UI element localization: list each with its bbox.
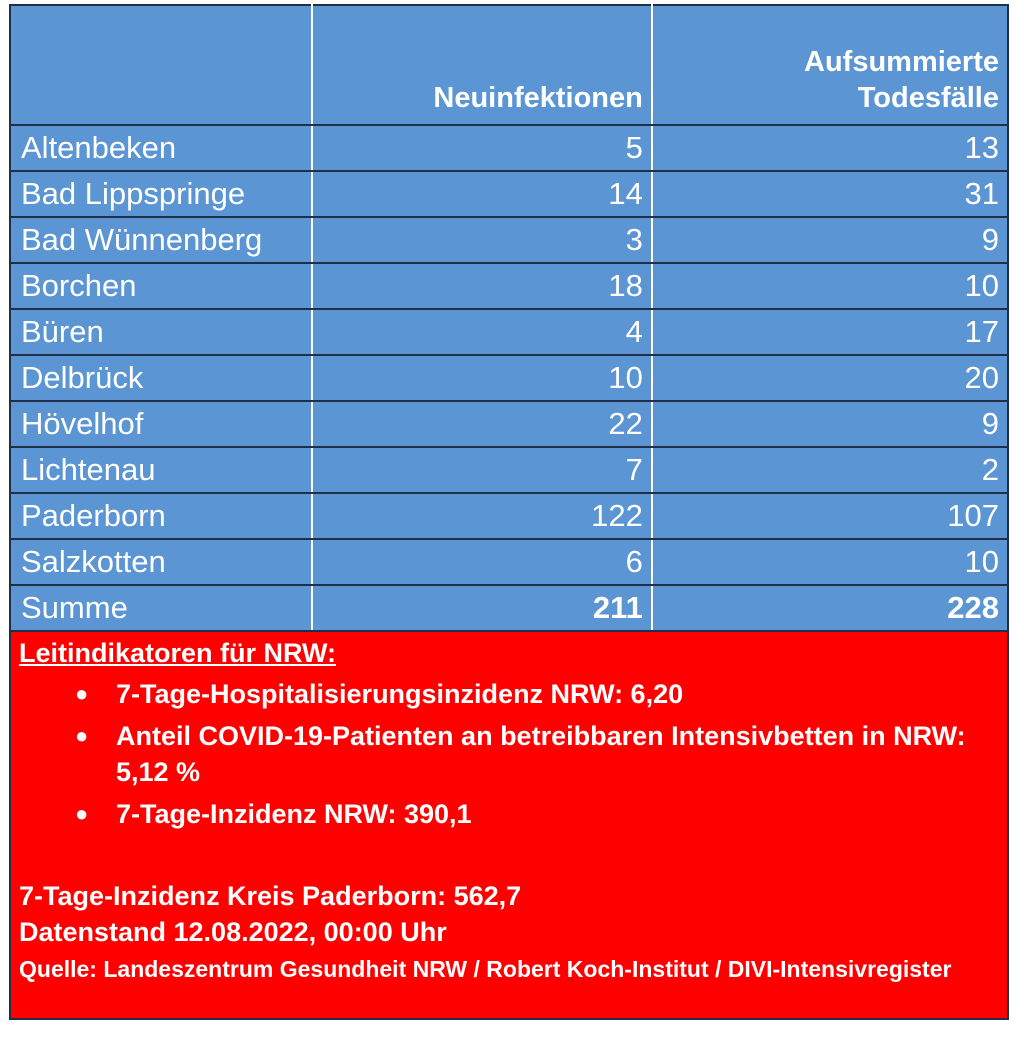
- row-new-infections: 3: [311, 216, 653, 264]
- row-new-infections: 7: [311, 446, 653, 494]
- list-item: ● 7-Tage-Inzidenz NRW: 390,1: [11, 796, 1001, 832]
- row-deaths: 9: [650, 216, 1010, 264]
- row-deaths: 31: [650, 170, 1010, 218]
- table-row: Borchen 18 10: [8, 262, 1010, 310]
- table-row: Hövelhof 22 9: [8, 400, 1010, 448]
- row-deaths: 9: [650, 400, 1010, 448]
- row-name: Borchen: [8, 262, 314, 310]
- list-item: ● 7-Tage-Hospitalisierungsinzidenz NRW: 6…: [11, 676, 1001, 712]
- indicator-text: Anteil COVID-19-Patienten an betreibbare…: [116, 721, 966, 787]
- header-deaths-line2: Todesfälle: [857, 82, 999, 114]
- source-note: Quelle: Landeszentrum Gesundheit NRW / R…: [19, 956, 952, 982]
- indicator-text: 7-Tage-Inzidenz NRW: 390,1: [116, 799, 472, 829]
- list-item: ● Anteil COVID-19-Patienten an betreibbar…: [11, 718, 1001, 790]
- row-name: Altenbeken: [8, 124, 314, 172]
- total-new-infections: 211: [311, 584, 653, 632]
- total-deaths: 228: [650, 584, 1010, 632]
- row-name: Bad Wünnenberg: [8, 216, 314, 264]
- header-cumulative-deaths: Aufsummierte Todesfälle: [650, 4, 1010, 126]
- table-row: Salzkotten 6 10: [8, 538, 1010, 586]
- table-header-row: Neuinfektionen Aufsummierte Todesfälle: [8, 4, 1010, 126]
- bullet-icon: ●: [75, 723, 89, 748]
- row-new-infections: 122: [311, 492, 653, 540]
- table-total-row: Summe 211 228: [8, 584, 1010, 632]
- row-name: Salzkotten: [8, 538, 314, 586]
- kreis-incidence: 7-Tage-Inzidenz Kreis Paderborn: 562,7: [19, 881, 522, 911]
- row-name: Bad Lippspringe: [8, 170, 314, 218]
- total-label: Summe: [8, 584, 314, 632]
- row-name: Büren: [8, 308, 314, 356]
- indicator-text: 7-Tage-Hospitalisierungsinzidenz NRW: 6,…: [116, 679, 684, 709]
- row-deaths: 2: [650, 446, 1010, 494]
- row-new-infections: 10: [311, 354, 653, 402]
- header-municipality: [8, 4, 314, 126]
- row-name: Paderborn: [8, 492, 314, 540]
- bullet-icon: ●: [75, 681, 89, 706]
- table-row: Lichtenau 7 2: [8, 446, 1010, 494]
- table-row: Bad Wünnenberg 3 9: [8, 216, 1010, 264]
- row-new-infections: 14: [311, 170, 653, 218]
- row-deaths: 107: [650, 492, 1010, 540]
- row-deaths: 10: [650, 538, 1010, 586]
- table-row: Delbrück 10 20: [8, 354, 1010, 402]
- covid-report: Neuinfektionen Aufsummierte Todesfälle Al…: [8, 4, 1010, 1020]
- row-new-infections: 4: [311, 308, 653, 356]
- row-deaths: 17: [650, 308, 1010, 356]
- table-row: Bad Lippspringe 14 31: [8, 170, 1010, 218]
- row-new-infections: 5: [311, 124, 653, 172]
- bullet-icon: ●: [75, 801, 89, 826]
- row-deaths: 20: [650, 354, 1010, 402]
- row-new-infections: 6: [311, 538, 653, 586]
- row-deaths: 13: [650, 124, 1010, 172]
- row-name: Hövelhof: [8, 400, 314, 448]
- header-new-infections: Neuinfektionen: [311, 4, 653, 126]
- indicators-heading: Leitindikatoren für NRW:: [19, 638, 337, 668]
- infection-table: Neuinfektionen Aufsummierte Todesfälle Al…: [8, 4, 1010, 632]
- row-new-infections: 22: [311, 400, 653, 448]
- table-row: Altenbeken 5 13: [8, 124, 1010, 172]
- row-new-infections: 18: [311, 262, 653, 310]
- data-date: Datenstand 12.08.2022, 00:00 Uhr: [19, 917, 447, 947]
- indicators-list: ● 7-Tage-Hospitalisierungsinzidenz NRW: 6…: [11, 676, 1001, 838]
- table-row: Paderborn 122 107: [8, 492, 1010, 540]
- table-row: Büren 4 17: [8, 308, 1010, 356]
- row-deaths: 10: [650, 262, 1010, 310]
- header-deaths-line1: Aufsummierte: [804, 46, 999, 78]
- nrw-indicators-box: Leitindikatoren für NRW: ● 7-Tage-Hospita…: [9, 632, 1009, 1020]
- row-name: Delbrück: [8, 354, 314, 402]
- row-name: Lichtenau: [8, 446, 314, 494]
